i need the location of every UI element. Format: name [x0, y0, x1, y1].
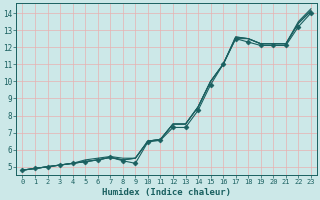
- X-axis label: Humidex (Indice chaleur): Humidex (Indice chaleur): [102, 188, 231, 197]
